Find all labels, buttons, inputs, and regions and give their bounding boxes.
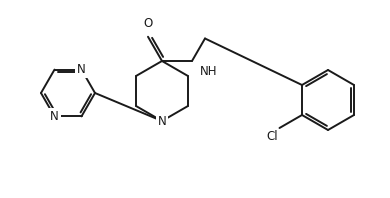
Text: NH: NH (200, 65, 218, 78)
Text: N: N (77, 63, 86, 76)
Text: N: N (158, 114, 167, 128)
Text: N: N (50, 110, 59, 123)
Text: O: O (144, 17, 152, 30)
Text: Cl: Cl (266, 130, 278, 143)
